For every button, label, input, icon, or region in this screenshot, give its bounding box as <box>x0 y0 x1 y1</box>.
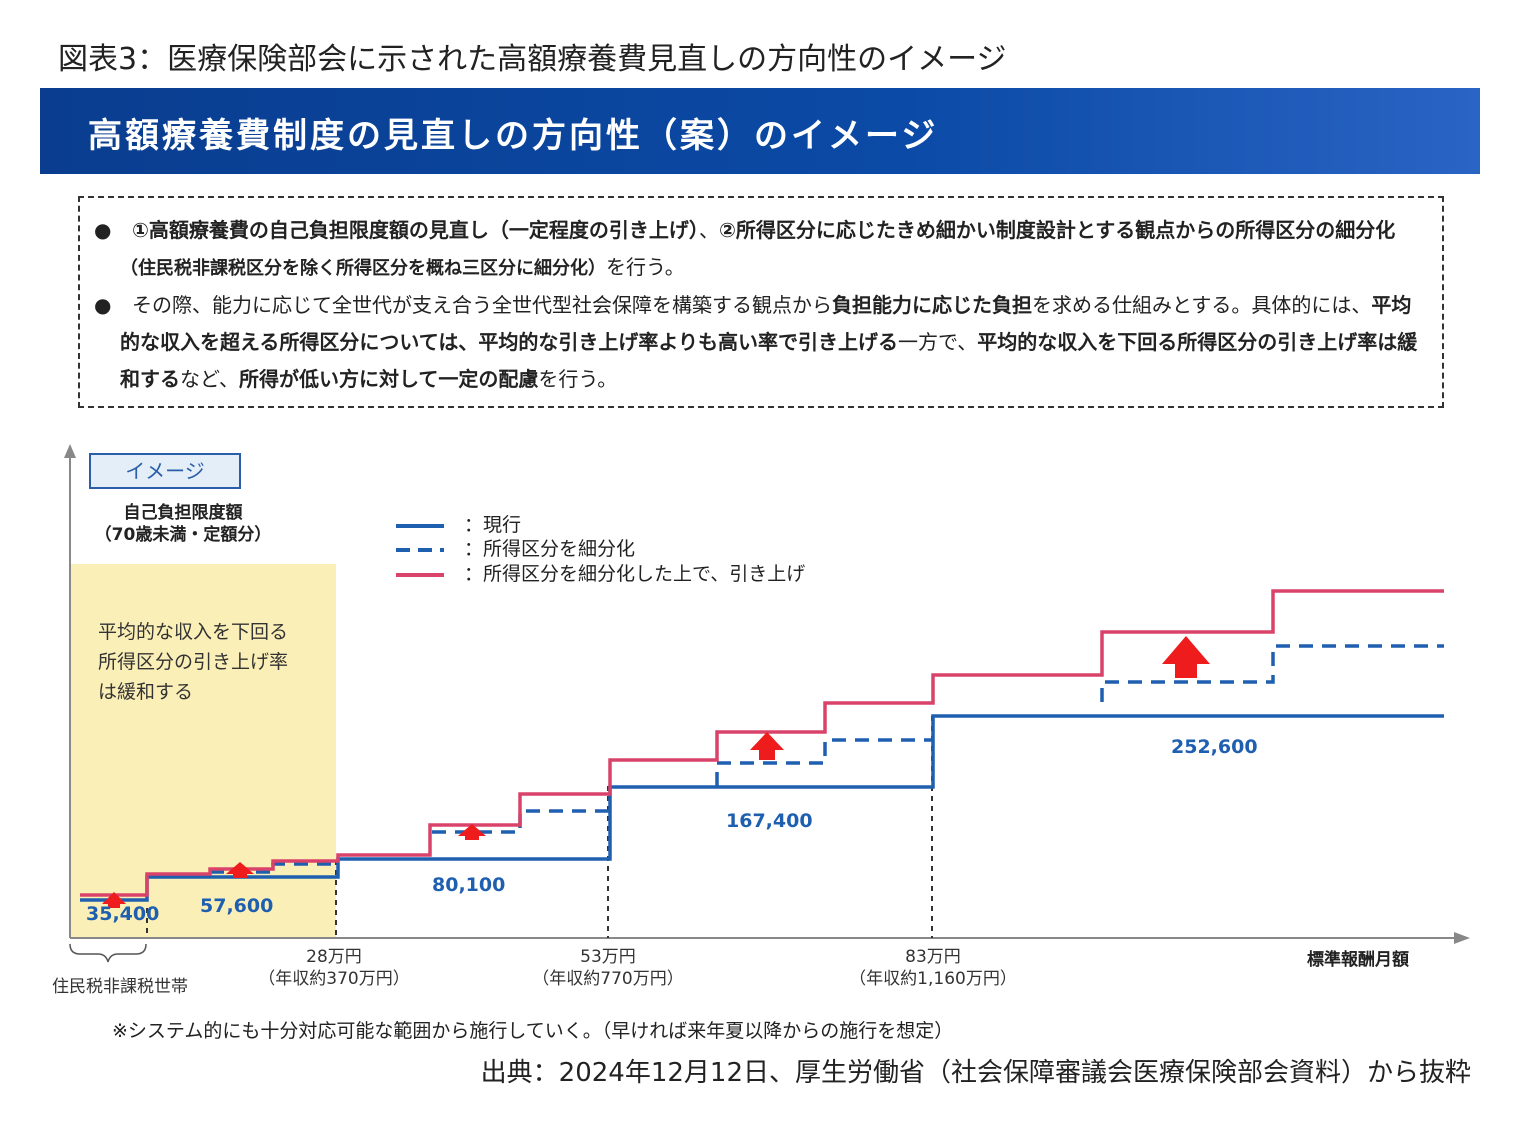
raise-arrow <box>102 892 126 908</box>
note-text: その際、能力に応じて全世代が支え合う全世代型社会保障を構築する観点から <box>132 293 832 317</box>
note-text: 負担能力に応じた負担 <box>832 293 1032 317</box>
bullet: ● <box>94 218 112 242</box>
value-label: 57,600 <box>200 895 273 917</box>
footnote: ※システム的にも十分対応可能な範囲から施行していく。（早ければ来年夏以降からの施… <box>112 1020 954 1042</box>
note-item: ● その際、能力に応じて全世代が支え合う全世代型社会保障を構築する観点から負担能力… <box>94 287 1426 398</box>
chart-area: 平均的な収入を下回る 所得区分の引き上げ率 は緩和する イメージ 自己負担限度額… <box>40 430 1480 1048</box>
source-citation: 出典：2024年12月12日、厚生労働省（社会保障審議会医療保険部会資料）から抜… <box>480 1058 1471 1088</box>
note-text: を行う。 <box>538 367 618 391</box>
note-text: 平均的な収入を超える所得区分については、平均的な引き上げ率よりも高い率で引き上げ… <box>120 293 1412 354</box>
note-text: ②所得区分に応じたきめ細かい制度設計とする観点からの所得区分の細分化 <box>718 218 1396 242</box>
note-text: ①高額療養費の自己負担限度額の見直し（一定程度の引き上げ） <box>132 218 699 242</box>
note-text: 所得が低い方に対して一定の配慮 <box>239 367 539 391</box>
raise-arrow <box>1162 636 1210 678</box>
note-text: （住民税非課税区分を除く所得区分を概ね三区分に細分化） <box>120 258 606 279</box>
y-axis-label-line2: （70歳未満・定額分） <box>95 524 272 545</box>
note-text: を求める仕組みとする。具体的には、 <box>1032 293 1372 317</box>
note-text: 一方で、 <box>898 330 978 354</box>
banner-title: 高額療養費制度の見直しの方向性（案）のイメージ <box>88 116 939 156</box>
highlight-text-line: 平均的な収入を下回る <box>98 621 288 643</box>
x-axis-arrow <box>1454 932 1470 944</box>
note-text: など、 <box>180 367 239 391</box>
line-subdivided-seg <box>1100 644 1444 702</box>
value-label: 80,100 <box>432 874 505 896</box>
legend-label-subdivided: ：所得区分を細分化 <box>464 538 635 560</box>
brace-label: 住民税非課税世帯 <box>52 977 188 997</box>
raise-arrow <box>750 732 784 760</box>
banner: 高額療養費制度の見直しの方向性（案）のイメージ <box>40 88 1480 174</box>
image-label: イメージ <box>125 459 205 483</box>
note-text: 、 <box>698 218 719 242</box>
value-label: 252,600 <box>1171 736 1258 758</box>
highlight-text-line: 所得区分の引き上げ率 <box>98 651 288 673</box>
x-tick-label: （年収約1,160万円） <box>849 969 1017 989</box>
x-tick-label: 53万円 <box>580 947 636 967</box>
note-text: を行う。 <box>606 255 685 279</box>
line-subdivided-seg <box>715 738 933 786</box>
raise-arrow <box>226 862 254 878</box>
x-axis-label: 標準報酬月額 <box>1307 949 1409 970</box>
bullet: ● <box>94 293 112 317</box>
raise-arrow <box>458 824 486 840</box>
value-label: 35,400 <box>86 903 159 925</box>
value-label: 167,400 <box>726 810 813 832</box>
chart-svg: 平均的な収入を下回る 所得区分の引き上げ率 は緩和する イメージ 自己負担限度額… <box>52 444 1470 997</box>
notes-box: ● ①高額療養費の自己負担限度額の見直し（一定程度の引き上げ）、②所得区分に応じた… <box>78 196 1444 408</box>
brace <box>69 943 147 963</box>
x-tick-label: 28万円 <box>306 947 362 967</box>
y-axis-label-line1: 自己負担限度額 <box>124 502 243 523</box>
image-label-box <box>89 453 241 489</box>
legend-label-raised: ：所得区分を細分化した上で、引き上げ <box>464 563 805 585</box>
figure-title: 図表3：医療保険部会に示された高額療養費見直しの方向性のイメージ <box>58 42 1007 77</box>
legend-label-current: ：現行 <box>464 514 521 536</box>
x-tick-label: （年収約370万円） <box>258 969 409 989</box>
x-tick-label: （年収約770万円） <box>532 969 683 989</box>
line-raised <box>80 589 1444 897</box>
y-axis-arrow <box>64 444 76 458</box>
note-item: ● ①高額療養費の自己負担限度額の見直し（一定程度の引き上げ）、②所得区分に応じた… <box>94 212 1426 287</box>
x-tick-label: 83万円 <box>905 947 961 967</box>
highlight-text-line: は緩和する <box>98 681 193 703</box>
note-text: 平均的な収入を下回る所得区分の引き上げ率は緩和する <box>120 330 1418 391</box>
